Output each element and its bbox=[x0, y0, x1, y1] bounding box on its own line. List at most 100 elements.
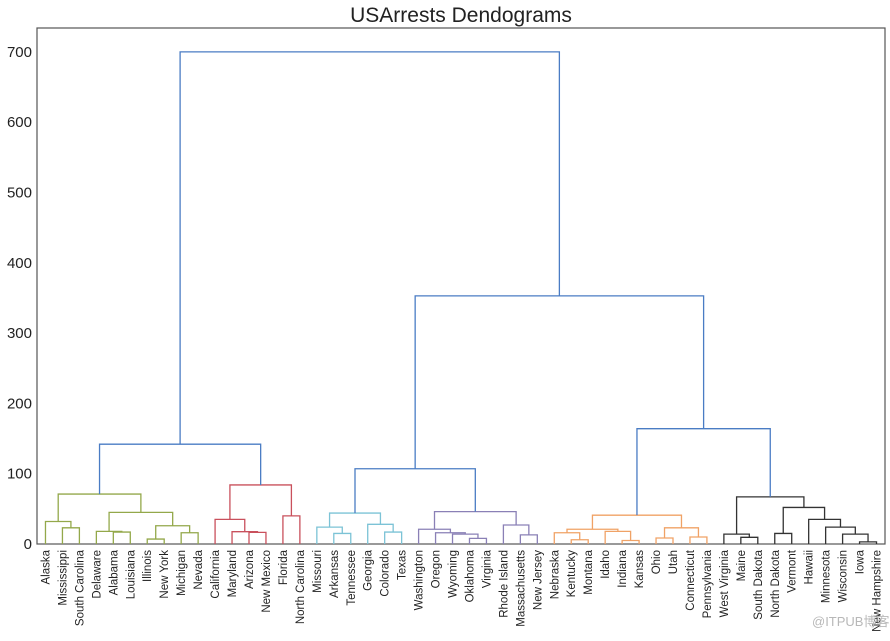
leaf-label: Oklahoma bbox=[464, 549, 476, 602]
leaf-label: Tennessee bbox=[346, 550, 358, 606]
leaf-label: Alaska bbox=[40, 549, 52, 584]
dendrogram-link bbox=[229, 484, 293, 520]
leaf-label: Nevada bbox=[193, 549, 205, 589]
leaf-label: Connecticut bbox=[685, 549, 697, 611]
leaf-label: Arizona bbox=[244, 549, 256, 589]
y-axis: 0 100 200 300 400 500 600 700 bbox=[7, 44, 32, 553]
leaf-label: Iowa bbox=[855, 549, 867, 574]
dendrogram-link bbox=[316, 526, 343, 544]
leaf-label: Washington bbox=[414, 550, 426, 610]
dendrogram-link bbox=[248, 531, 267, 544]
dendrogram-link bbox=[824, 526, 856, 544]
dendrogram-link bbox=[735, 496, 805, 535]
leaf-label: New York bbox=[159, 550, 171, 599]
chart-title: USArrests Dendograms bbox=[350, 4, 572, 27]
dendrogram-link bbox=[740, 536, 759, 544]
dendrogram-link bbox=[782, 506, 826, 534]
leaf-label: Alabama bbox=[108, 549, 120, 595]
dendrogram-link bbox=[179, 51, 561, 445]
dendrogram-link bbox=[354, 468, 476, 514]
dendrogram-link bbox=[180, 532, 199, 544]
leaf-label: Pennsylvania bbox=[702, 549, 714, 618]
dendrogram-link bbox=[384, 531, 403, 544]
leaf-label: Maryland bbox=[227, 550, 239, 597]
dendrogram-link bbox=[451, 533, 479, 544]
leaf-label: Wisconsin bbox=[838, 550, 850, 602]
leaf-label: Ohio bbox=[651, 550, 663, 574]
leaf-label: New Hampshire bbox=[872, 550, 884, 632]
dendrogram-link bbox=[604, 530, 632, 544]
leaf-label: West Virginia bbox=[719, 549, 731, 617]
plot-area bbox=[36, 27, 886, 545]
leaf-label: Idaho bbox=[600, 550, 612, 579]
leaf-label: Hawaii bbox=[804, 550, 816, 585]
dendrogram-link bbox=[468, 537, 488, 544]
dendrogram-link bbox=[108, 511, 174, 532]
leaf-label: Colorado bbox=[380, 550, 392, 597]
leaf-label: Michigan bbox=[176, 550, 188, 596]
leaf-labels: Alaska Mississippi South Carolina Delaware A… bbox=[40, 549, 883, 632]
leaf-label: Mississippi bbox=[57, 550, 69, 606]
leaf-label: Kentucky bbox=[566, 550, 578, 598]
leaf-label: South Carolina bbox=[74, 549, 86, 626]
dendrogram-links bbox=[44, 51, 878, 544]
y-tick-label: 600 bbox=[7, 114, 32, 131]
leaf-label: South Dakota bbox=[753, 549, 765, 619]
dendrogram-link bbox=[414, 295, 705, 469]
dendrogram-link bbox=[367, 523, 394, 544]
leaf-label: Illinois bbox=[142, 550, 154, 582]
leaf-label: North Dakota bbox=[770, 549, 782, 617]
leaf-label: Massachusetts bbox=[515, 550, 527, 627]
y-tick-label: 300 bbox=[7, 325, 32, 342]
leaf-label: Oregon bbox=[431, 550, 443, 588]
y-tick-label: 500 bbox=[7, 185, 32, 202]
dendrogram-link bbox=[333, 532, 352, 544]
dendrogram-link bbox=[231, 531, 259, 544]
dendrogram-link bbox=[570, 539, 589, 544]
leaf-label: Rhode Island bbox=[498, 550, 510, 618]
y-tick-label: 400 bbox=[7, 255, 32, 272]
dendrogram-link bbox=[591, 514, 683, 530]
y-tick-label: 0 bbox=[24, 536, 32, 553]
leaf-label: Florida bbox=[278, 549, 290, 585]
leaf-label: Arkansas bbox=[329, 550, 341, 598]
dendrogram-link bbox=[61, 527, 81, 544]
leaf-label: Missouri bbox=[312, 550, 324, 593]
leaf-label: Louisiana bbox=[125, 549, 137, 599]
leaf-label: North Carolina bbox=[295, 549, 307, 624]
leaf-label: Montana bbox=[583, 549, 595, 594]
dendrogram-link bbox=[689, 536, 708, 544]
dendrogram-link bbox=[519, 534, 538, 544]
leaf-label: Wyoming bbox=[448, 550, 460, 598]
leaf-label: Maine bbox=[736, 550, 748, 581]
y-tick-label: 700 bbox=[7, 44, 32, 61]
leaf-label: Indiana bbox=[617, 549, 629, 587]
dendrogram-link bbox=[95, 530, 123, 544]
watermark: @ITPUB博客 bbox=[812, 614, 889, 629]
dendrogram-link bbox=[328, 512, 382, 528]
dendrogram-link bbox=[417, 528, 452, 544]
dendrogram-link bbox=[723, 533, 750, 544]
leaf-label: Texas bbox=[397, 550, 409, 580]
leaf-label: Minnesota bbox=[821, 549, 833, 603]
leaf-label: Georgia bbox=[363, 549, 375, 591]
dendrogram-link bbox=[57, 493, 142, 522]
dendrogram-link bbox=[774, 532, 793, 544]
dendrogram-link bbox=[112, 531, 131, 544]
y-tick-label: 200 bbox=[7, 395, 32, 412]
dendrogram-link bbox=[808, 518, 842, 544]
dendrogram-link bbox=[98, 443, 262, 495]
dendrogram-link bbox=[282, 515, 301, 544]
leaf-label: Kansas bbox=[634, 550, 646, 589]
leaf-label: California bbox=[210, 549, 222, 598]
leaf-label: Virginia bbox=[481, 549, 493, 588]
dendrogram-link bbox=[655, 537, 674, 544]
leaf-label: Delaware bbox=[91, 550, 103, 599]
y-tick-label: 100 bbox=[7, 466, 32, 483]
dendrogram-link bbox=[636, 428, 771, 516]
leaf-label: Nebraska bbox=[549, 549, 561, 599]
dendrogram-link bbox=[146, 538, 165, 544]
leaf-label: New Mexico bbox=[261, 550, 273, 613]
leaf-label: Utah bbox=[668, 550, 680, 574]
